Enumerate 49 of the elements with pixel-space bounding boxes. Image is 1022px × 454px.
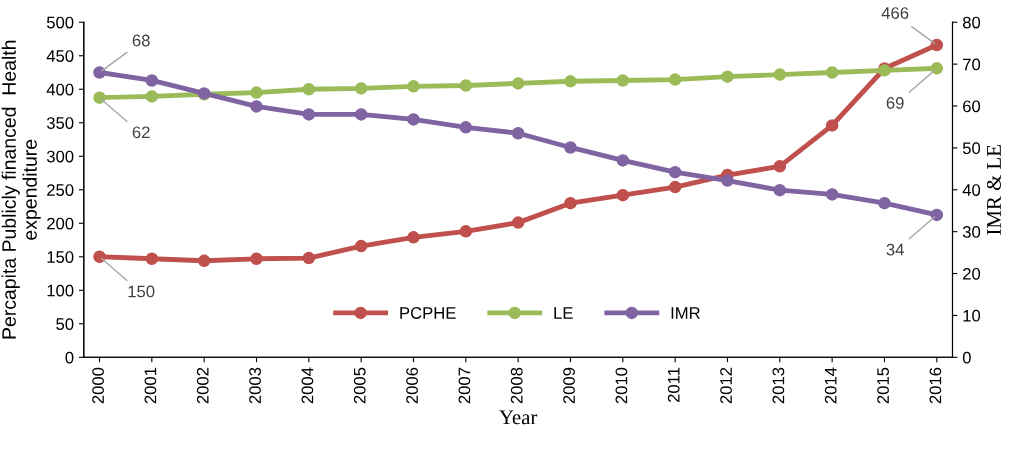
x-tick-label: 2002 (196, 367, 209, 404)
y-tick-label: 250 (47, 184, 74, 196)
y2-tick-label: 40 (962, 184, 981, 196)
y2-tick-label: 50 (962, 142, 981, 155)
data-label: 466 (881, 7, 909, 19)
y-tick-label: 300 (46, 150, 74, 163)
data-label: 34 (886, 243, 904, 256)
y-tick-label: 200 (47, 217, 74, 230)
x-tick-label: 2001 (144, 367, 157, 404)
x-tick-label: 2007 (458, 367, 471, 404)
y-tick-label: 50 (56, 318, 74, 330)
y2-axis-title: IMR & LE (986, 145, 1001, 235)
data-label: 62 (132, 126, 150, 139)
x-tick-label: 2004 (301, 367, 314, 404)
y2-tick-label: 0 (962, 351, 971, 364)
legend-label: IMR (671, 307, 700, 319)
x-tick-label: 2016 (929, 367, 942, 404)
x-tick-label: 2006 (406, 367, 418, 404)
x-tick-label: 2009 (563, 367, 575, 404)
x-tick-label: 2000 (92, 367, 104, 404)
x-tick-label: 2011 (667, 367, 680, 403)
x-tick-label: 2008 (510, 367, 523, 404)
y2-tick-label: 60 (963, 100, 981, 113)
x-axis-title: Year (499, 410, 538, 425)
legend-label: LE (554, 307, 573, 319)
legend-label: PCPHE (400, 307, 456, 319)
data-label: 68 (132, 34, 150, 47)
x-tick-label: 2013 (772, 367, 785, 404)
y-tick-label: 150 (47, 251, 74, 263)
y-tick-label: 500 (46, 16, 74, 29)
data-label: 150 (128, 285, 155, 298)
x-tick-label: 2010 (615, 367, 628, 404)
x-tick-label: 2005 (353, 367, 366, 404)
y-tick-label: 350 (46, 117, 74, 129)
y-tick-label: 400 (46, 83, 74, 96)
x-tick-label: 2012 (720, 367, 732, 404)
x-tick-label: 2014 (824, 367, 837, 404)
y-tick-label: 450 (46, 50, 74, 62)
y-tick-label: 100 (47, 284, 74, 297)
x-tick-label: 2015 (877, 367, 889, 404)
data-label: 69 (886, 97, 904, 109)
y2-tick-label: 70 (963, 58, 981, 71)
x-tick-label: 2003 (249, 367, 261, 404)
y-tick-label: 0 (65, 351, 74, 364)
y2-tick-label: 10 (963, 309, 981, 322)
y2-tick-label: 30 (962, 226, 981, 238)
y-axis-title: Percapita Publicly financed Health expenditure (1, 40, 41, 339)
y2-tick-label: 80 (962, 16, 981, 29)
y2-tick-label: 20 (963, 267, 981, 280)
